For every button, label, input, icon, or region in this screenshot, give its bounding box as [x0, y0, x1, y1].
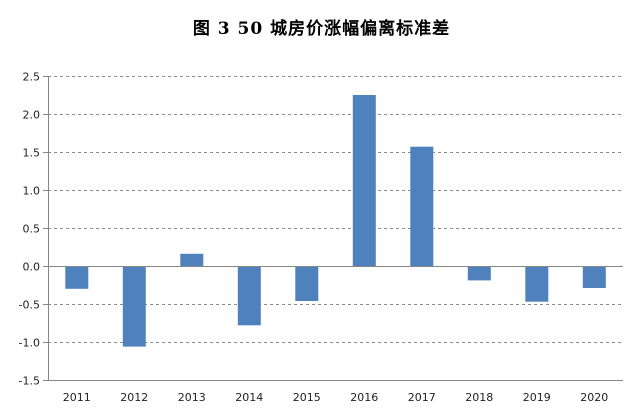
y-tick-label: -1.0 — [19, 337, 40, 350]
y-tick-label: 2.5 — [23, 71, 41, 84]
tick-labels: -1.5 -1.0 -0.5 0.0 0.5 1.0 1.5 2.0 2.5 2011 2012 20… — [19, 71, 609, 405]
x-tick-label: 2014 — [235, 391, 263, 404]
y-tick-label: 1.5 — [23, 147, 41, 160]
y-tick-label: 0.0 — [23, 261, 41, 274]
x-tick-label: 2017 — [408, 391, 436, 404]
y-tick-label: 2.0 — [23, 109, 41, 122]
x-tick-label: 2011 — [63, 391, 91, 404]
bar-2017 — [410, 146, 434, 266]
axes — [43, 76, 623, 381]
x-tick-label: 2012 — [120, 391, 148, 404]
bar-2014 — [237, 266, 261, 326]
bar-2012 — [122, 266, 146, 347]
x-tick-label: 2018 — [465, 391, 493, 404]
x-tick-label: 2020 — [580, 391, 608, 404]
x-tick-label: 2015 — [293, 391, 321, 404]
bar-2013 — [180, 253, 204, 266]
x-tick-label: 2013 — [178, 391, 206, 404]
chart-title: 图 3 50 城房价涨幅偏离标准差 — [192, 19, 451, 39]
bar-2011 — [65, 266, 89, 289]
y-tick-label: -1.5 — [19, 375, 40, 388]
bar-2016 — [352, 95, 376, 266]
y-tick-label: 1.0 — [23, 185, 41, 198]
y-tick-label: -0.5 — [19, 299, 40, 312]
bar-2020 — [582, 266, 606, 288]
bar-2018 — [467, 266, 491, 281]
x-tick-label: 2019 — [523, 391, 551, 404]
y-tick-label: 0.5 — [23, 223, 41, 236]
x-tick-label: 2016 — [350, 391, 378, 404]
bar-2019 — [525, 266, 549, 302]
bars — [65, 95, 606, 347]
bar-2015 — [295, 266, 319, 301]
